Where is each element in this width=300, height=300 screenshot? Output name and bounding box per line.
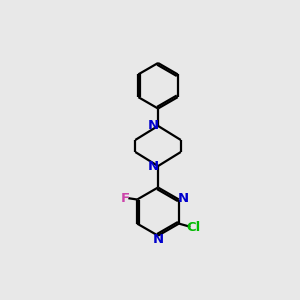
Text: N: N (178, 192, 189, 205)
Text: N: N (152, 233, 164, 246)
Text: Cl: Cl (187, 221, 201, 234)
Text: N: N (148, 160, 159, 173)
Text: F: F (121, 192, 130, 205)
Text: N: N (148, 119, 159, 132)
